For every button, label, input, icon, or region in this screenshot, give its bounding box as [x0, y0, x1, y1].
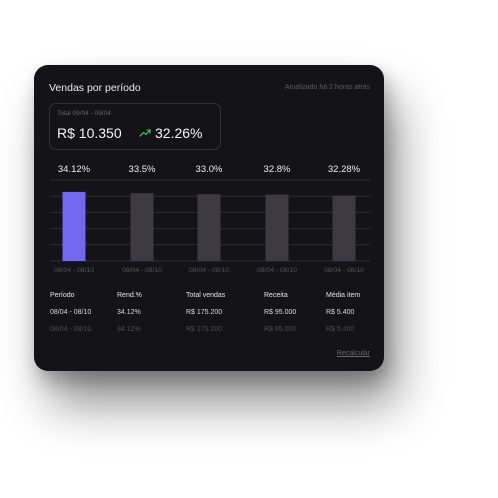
- summary-range: Total 09/04 - 09/04: [57, 110, 111, 117]
- bar-2[interactable]: [130, 193, 154, 261]
- bar-value-label: 33.5%: [129, 164, 156, 175]
- bar-4[interactable]: [265, 194, 289, 261]
- bar-value-label: 32.8%: [264, 164, 291, 175]
- header-media-item: Média item: [326, 292, 361, 299]
- x-tick-label: 08/04 - 08/10: [54, 267, 94, 274]
- trend-up-icon: [139, 129, 151, 137]
- table-cell: R$ 95.000: [264, 309, 297, 316]
- bar-3[interactable]: [197, 194, 221, 261]
- bar-chart: 34.12% 08/04 - 08/10 33.5% 08/04 - 08/10 33.…: [50, 164, 370, 274]
- summary-change: 32.26%: [155, 125, 203, 141]
- bar-1[interactable]: [62, 191, 86, 261]
- table-row: 08/04 - 08/10 34.12% R$ 175.200 R$ 95.00…: [50, 326, 370, 340]
- table-cell: R$ 5.400: [326, 326, 355, 333]
- summary-box: Total 09/04 - 09/04 R$ 10.350 32.26%: [49, 103, 221, 150]
- table-row: 08/04 - 08/10 34.12% R$ 175.200 R$ 95.00…: [50, 309, 370, 323]
- table-cell: 34.12%: [117, 326, 141, 333]
- x-tick-label: 08/04 - 08/10: [324, 267, 364, 274]
- x-tick-label: 08/04 - 08/10: [257, 267, 297, 274]
- summary-value: R$ 10.350: [57, 125, 122, 141]
- recalc-link[interactable]: Recalcular: [336, 350, 370, 357]
- table-header: Período Rend.% Total vendas Receita Médi…: [50, 292, 370, 306]
- bar-5[interactable]: [332, 195, 356, 261]
- bar-value-label: 34.12%: [58, 164, 91, 175]
- updated-timestamp: Atualizado há 2 horas atrás: [284, 84, 370, 91]
- table-cell: 08/04 - 08/10: [50, 309, 92, 316]
- sales-card: Vendas por período Atualizado há 2 horas…: [34, 65, 384, 371]
- header-periodo: Período: [50, 292, 75, 299]
- x-tick-label: 08/04 - 08/10: [122, 267, 162, 274]
- table-cell: R$ 175.200: [186, 309, 223, 316]
- header-total-vendas: Total vendas: [186, 292, 226, 299]
- bar-value-label: 32.28%: [328, 164, 361, 175]
- table-cell: 34.12%: [117, 309, 141, 316]
- table-cell: 08/04 - 08/10: [50, 326, 92, 333]
- bar-value-label: 33.0%: [196, 164, 223, 175]
- header-rend: Rend.%: [117, 292, 142, 299]
- table-cell: R$ 95.000: [264, 326, 297, 333]
- card-title: Vendas por período: [49, 82, 141, 94]
- table-cell: R$ 5.400: [326, 309, 355, 316]
- table-cell: R$ 175.200: [186, 326, 223, 333]
- x-tick-label: 08/04 - 08/10: [189, 267, 229, 274]
- header-receita: Receita: [264, 292, 288, 299]
